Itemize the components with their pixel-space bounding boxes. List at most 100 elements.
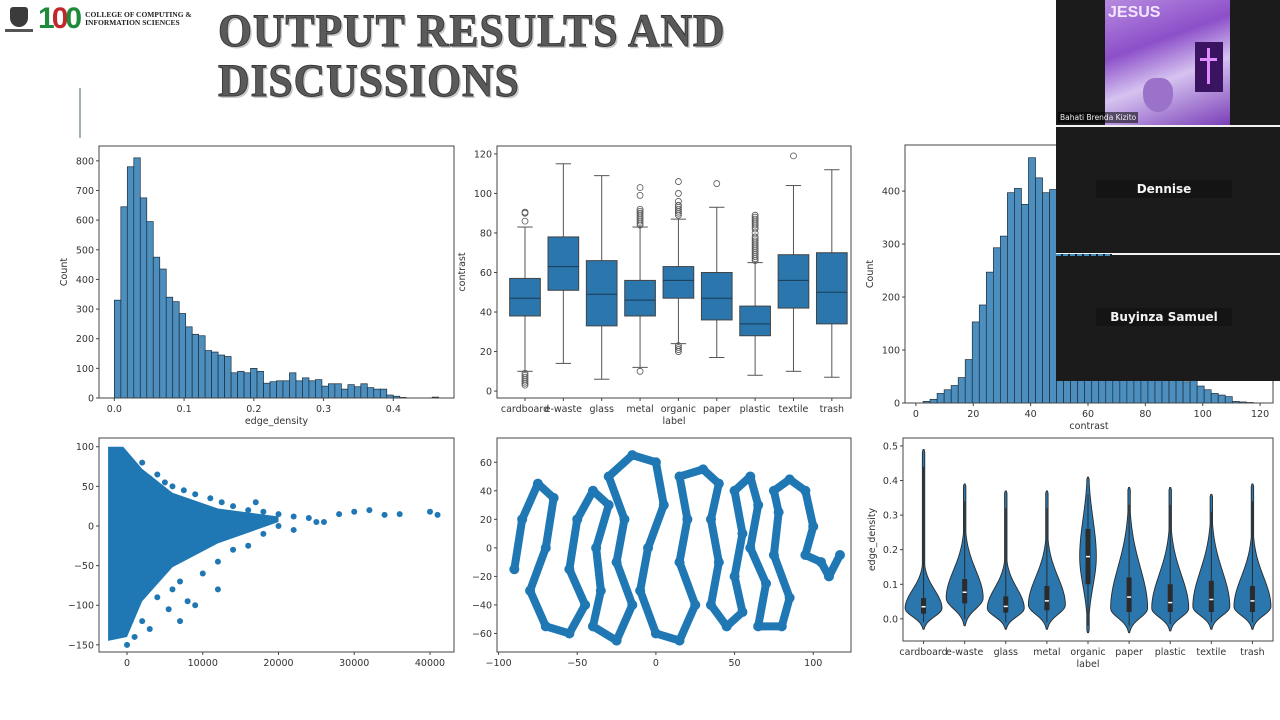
axes-frame [496,437,852,653]
tsne-point [564,628,575,639]
tsne-point [690,599,701,610]
violin-iqr [921,598,927,614]
scatter-point [245,507,252,514]
y-tick-label: 100 [76,442,94,453]
histogram-bar [353,386,362,398]
outlier-point [675,201,682,209]
tsne-point [745,471,756,482]
histogram-bar [315,379,323,398]
tsne-point [635,585,646,596]
scatter-point [161,479,168,486]
plot-area [509,450,845,646]
y-axis-label: Count [865,260,876,288]
tsne-point [595,585,606,596]
scatter-point [154,594,161,601]
x-tick-label: e-waste [946,647,984,658]
outlier-point [636,209,644,217]
tsne-point [753,621,764,632]
x-tick-label: cardboard [899,647,947,658]
centenary-logo: 100 [38,2,82,35]
tsne-point [761,578,772,589]
tsne-point [540,542,551,553]
violin-iqr [1208,580,1214,612]
scatter-point [260,530,267,537]
y-tick-label: 300 [76,305,94,316]
tsne-point [773,507,784,518]
tsne-point [834,549,845,560]
tsne-point [619,514,630,525]
y-tick-label: 0 [486,543,492,554]
tsne-point [729,571,740,582]
x-tick-label: 50 [729,658,741,669]
tsne-point [713,557,724,568]
plot-area [904,448,1272,634]
y-tick-label: 60 [480,458,492,469]
x-axis-label: contrast [1069,421,1108,432]
histogram-bar [929,398,938,403]
histogram-bar [1182,381,1191,403]
scatter-point [165,606,172,613]
university-crest-icon [4,5,34,33]
scatter-point [154,570,161,577]
x-tick-label: 0.2 [246,404,261,415]
tsne-point [682,514,693,525]
y-tick-label: 60 [480,268,492,279]
histogram-bar [978,304,987,403]
outlier-point [751,215,759,223]
tsne-point [643,542,654,553]
scatter-point [275,522,282,529]
tsne-point [705,514,716,525]
x-tick-label: 60 [1082,409,1094,420]
histogram-bar [341,388,349,398]
histogram-bar [1007,192,1015,403]
histogram-bar [1042,192,1050,403]
y-tick-label: 400 [76,275,94,286]
outlier-point [675,190,682,197]
tsne-point [650,457,661,468]
histogram-bar [250,368,258,398]
participant-tile[interactable]: Dennise [1056,128,1280,253]
scatter-point [199,538,206,545]
scatter-point [426,508,433,515]
slide-title-line1: OUTPUT RESULTS AND [218,5,726,57]
y-tick-label: 100 [882,346,900,357]
scatter-point [154,471,161,478]
tsne-point [548,492,559,503]
histogram-bar [1021,203,1029,403]
x-tick-label: glass [994,647,1018,658]
scatter-point [252,499,259,506]
tsne-point [658,500,669,511]
scatter-point [199,570,206,577]
participant-tile[interactable]: Buyinza Samuel [1056,254,1280,381]
histogram-bar [1224,396,1233,403]
histogram-bar [289,372,297,398]
histogram-bar [224,356,232,398]
x-tick-label: organic [661,404,696,415]
y-tick-label: 80 [480,228,492,239]
y-tick-label: −40 [472,600,492,611]
histogram-bar [295,380,303,398]
tsne-point [737,528,748,539]
x-tick-label: plastic [1155,647,1186,658]
histogram-bar [1196,385,1205,403]
participant-tile[interactable]: JESUS Bahati Brenda Kizito [1056,0,1280,125]
y-tick-label: 200 [76,334,94,345]
scatter-point [396,511,403,518]
participant-name: Bahati Brenda Kizito [1058,112,1139,123]
tsne-point [674,557,685,568]
histogram-bar [1175,379,1184,403]
histogram-bar [1028,157,1036,403]
x-tick-label: 40000 [415,658,445,669]
tsne-point [808,521,819,532]
outlier-point [713,180,721,187]
histogram-bar [379,388,388,398]
histogram-bar [113,299,122,398]
tsne-point [800,485,811,496]
histogram-bar [334,383,342,398]
scatter-point [177,578,184,585]
histogram-bar [971,321,980,403]
scatter-point [351,508,358,515]
histogram-bar [126,166,135,398]
x-tick-label: trash [1240,647,1264,658]
scatter-point [290,526,297,533]
